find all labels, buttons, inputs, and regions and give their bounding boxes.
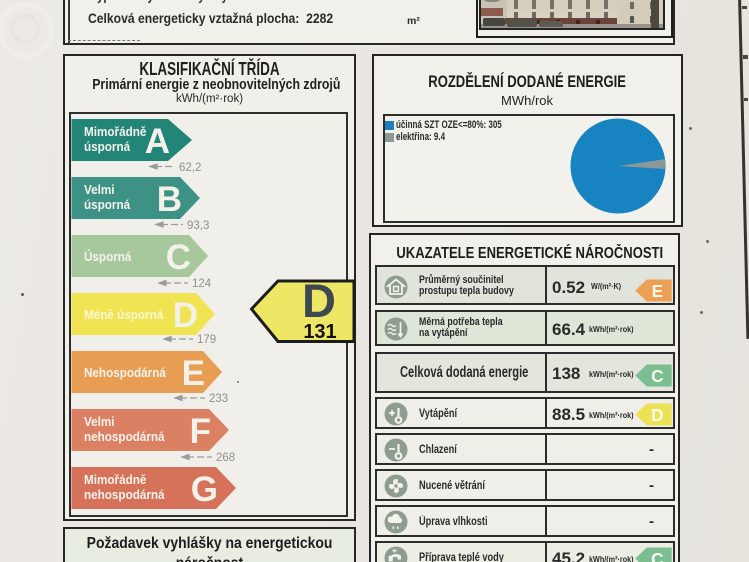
svg-text:G: G [191,470,218,509]
svg-text:Velmi: Velmi [84,414,115,429]
svg-text:Velmi: Velmi [84,182,115,197]
svg-text:179: 179 [197,334,216,346]
svg-text:E: E [652,281,664,301]
svg-text:233: 233 [209,393,228,405]
svg-text:F: F [190,412,211,451]
svg-text:C: C [651,366,663,386]
svg-text:D: D [651,405,663,425]
svg-text:131: 131 [303,321,336,343]
svg-text:nehospodárná: nehospodárná [84,487,165,502]
svg-text:úsporná: úsporná [84,139,130,154]
svg-text:C: C [651,549,663,562]
svg-text:úsporná: úsporná [84,197,130,212]
svg-text:D: D [302,274,336,327]
svg-text:Úsporná: Úsporná [84,248,132,264]
svg-text:B: B [157,180,182,219]
svg-text:Mimořádně: Mimořádně [84,472,146,487]
svg-text:D: D [173,296,198,335]
svg-text:268: 268 [216,452,235,464]
svg-text:Mimořádně: Mimořádně [84,124,146,139]
svg-text:Méně úsporná: Méně úsporná [84,307,163,322]
svg-text:93,3: 93,3 [187,220,209,232]
svg-text:124: 124 [192,278,212,290]
svg-text:C: C [166,238,191,277]
svg-text:Nehospodárná: Nehospodárná [84,365,166,380]
svg-text:nehospodárná: nehospodárná [84,429,165,444]
svg-text:62,2: 62,2 [179,162,201,174]
svg-text:E: E [182,354,205,393]
svg-text:A: A [145,122,170,161]
